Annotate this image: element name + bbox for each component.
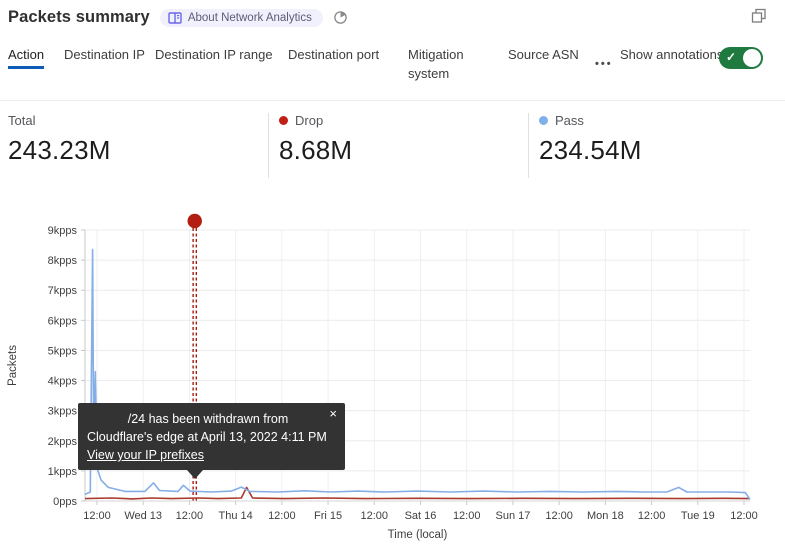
x-tick-label: 12:00 [83, 510, 111, 522]
packets-timeseries-svg: 12:00 Wed 13 12:00 Thu 14 12:00 Fri 15 12:00 Sa… [7, 213, 758, 541]
tab-label: Action [8, 47, 45, 69]
time-window-icon[interactable] [333, 10, 348, 25]
more-tabs-button[interactable]: ••• [595, 58, 613, 70]
stat-label: Total [8, 113, 36, 128]
tab-label: Destination port [288, 47, 380, 62]
x-tick-label: 12:00 [361, 510, 389, 522]
view-ip-prefixes-link[interactable]: View your IP prefixes [87, 448, 204, 462]
stat-label-row: Pass [539, 113, 785, 128]
y-tick-label: 3kpps [48, 406, 78, 418]
tab-label: Destination IP [64, 47, 145, 62]
tab-destination-port[interactable]: Destination port [288, 45, 408, 64]
tab-label: Destination IP range [155, 47, 273, 62]
tab-action[interactable]: Action [8, 45, 64, 69]
stat-label: Pass [555, 113, 584, 128]
x-tick-label: 12:00 [730, 510, 758, 522]
x-tick-label: Fri 15 [314, 510, 342, 522]
toggle-knob [743, 49, 761, 67]
tooltip-line2: Cloudflare's edge at April 13, 2022 4:11… [87, 430, 327, 444]
y-tick-label: 7kpps [48, 285, 78, 297]
stat-value: 8.68M [279, 135, 353, 165]
x-axis-title: Time (local) [388, 529, 448, 541]
check-icon: ✓ [726, 50, 737, 64]
series-line-drop [84, 486, 751, 500]
stat-label-row: Total [8, 113, 268, 128]
x-tick-label: Sat 16 [405, 510, 437, 522]
y-tick-label: 5kpps [48, 345, 78, 357]
x-tick-label: Wed 13 [124, 510, 162, 522]
y-tick-label: 6kpps [48, 315, 78, 327]
stat-pass: Pass 234.54M [528, 113, 785, 178]
tooltip-line1: /24 has been withdrawn from [127, 412, 289, 426]
annotation-tooltip: × /24 has been withdrawn from Cloudflare… [78, 403, 345, 479]
summary-stats: Total 243.23M Drop 8.68M Pass 234.54M [0, 100, 785, 178]
x-tick-label: Sun 17 [495, 510, 530, 522]
x-tick-label: Tue 19 [681, 510, 715, 522]
tab-label: Source ASN [508, 47, 579, 62]
annotation-marker-dot[interactable] [187, 213, 202, 229]
y-tick-label: 1kpps [48, 466, 78, 478]
stat-drop: Drop 8.68M [268, 113, 528, 178]
tab-destination-ip-range[interactable]: Destination IP range [155, 45, 288, 64]
dimension-tabs: Action Destination IP Destination IP range… [8, 45, 778, 83]
stat-label-row: Drop [279, 113, 528, 128]
x-tick-label: Thu 14 [218, 510, 252, 522]
stat-value: 243.23M [8, 135, 111, 165]
x-tick-label: 12:00 [545, 510, 573, 522]
y-tick-label: 9kpps [48, 225, 78, 237]
series-line-pass [84, 248, 751, 500]
stat-label: Drop [295, 113, 324, 128]
packets-chart: 12:00 Wed 13 12:00 Thu 14 12:00 Fri 15 12:00 Sa… [0, 210, 785, 555]
y-tick-label: 0pps [53, 496, 77, 508]
stat-total: Total 243.23M [0, 113, 268, 178]
tab-mitigation-system[interactable]: Mitigation system [408, 45, 508, 83]
page-title: Packets summary [8, 8, 150, 26]
expand-panel-icon[interactable] [751, 8, 767, 29]
about-network-analytics-badge[interactable]: About Network Analytics [159, 8, 323, 27]
chart-grid: 12:00 Wed 13 12:00 Thu 14 12:00 Fri 15 12:00 Sa… [48, 225, 758, 522]
book-icon [168, 11, 182, 24]
x-tick-label: 12:00 [638, 510, 666, 522]
close-icon[interactable]: × [329, 406, 337, 421]
x-tick-label: 12:00 [268, 510, 296, 522]
x-tick-label: Mon 18 [587, 510, 624, 522]
legend-dot-pass [539, 116, 548, 125]
y-tick-label: 4kpps [48, 376, 78, 388]
y-tick-label: 8kpps [48, 255, 78, 267]
tab-destination-ip[interactable]: Destination IP [64, 45, 155, 64]
about-badge-label: About Network Analytics [187, 11, 312, 24]
stat-value: 234.54M [539, 135, 642, 165]
legend-dot-drop [279, 116, 288, 125]
tab-label: Mitigation system [408, 47, 464, 81]
y-tick-label: 2kpps [48, 436, 78, 448]
show-annotations-label: Show annotations [620, 47, 724, 62]
panel-header: Packets summary About Network Analytics [8, 8, 348, 27]
show-annotations-toggle[interactable]: ✓ [719, 47, 763, 69]
y-axis-title: Packets [7, 345, 19, 386]
x-tick-label: 12:00 [176, 510, 204, 522]
x-tick-label: 12:00 [453, 510, 481, 522]
tab-source-asn[interactable]: Source ASN [508, 45, 595, 64]
